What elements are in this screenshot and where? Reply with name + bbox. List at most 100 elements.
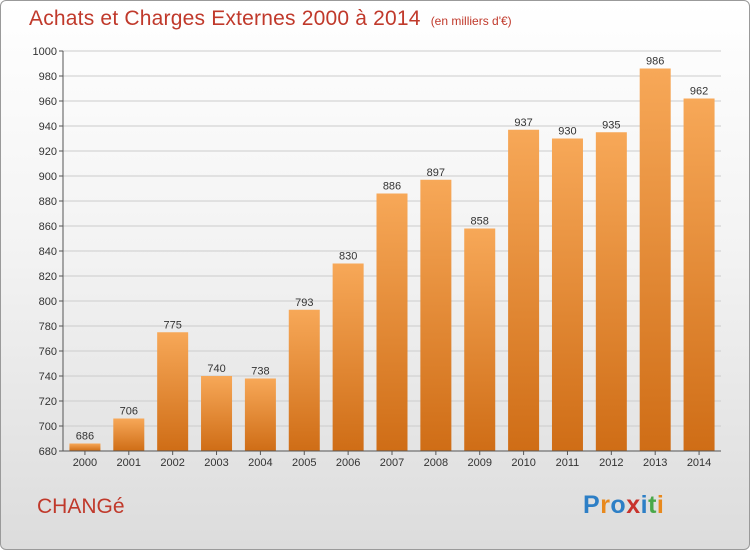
y-tick-label: 980 — [39, 71, 57, 83]
y-tick: 1000 — [33, 46, 63, 58]
y-tick: 880 — [39, 196, 63, 208]
data-label-2003: 740 — [207, 363, 225, 375]
data-label-2010: 937 — [514, 117, 532, 129]
bar-2011 — [551, 138, 583, 451]
data-label-2002: 775 — [163, 319, 181, 331]
chart-title: Achats et Charges Externes 2000 à 2014 — [29, 7, 421, 30]
y-tick: 860 — [39, 221, 63, 233]
x-tick: 2000 — [73, 451, 97, 469]
data-label-2006: 830 — [339, 251, 357, 263]
x-tick-label-2010: 2010 — [511, 457, 535, 469]
y-tick: 680 — [39, 446, 63, 458]
y-tick: 800 — [39, 296, 63, 308]
data-label-2014: 962 — [690, 86, 708, 98]
chart-unit-note: (en milliers d'€) — [430, 14, 512, 28]
x-tick: 2006 — [336, 451, 360, 469]
logo-letter: i — [640, 491, 649, 519]
x-tick-label-2000: 2000 — [73, 457, 97, 469]
x-tick-label-2005: 2005 — [292, 457, 316, 469]
y-tick: 840 — [39, 246, 63, 258]
data-label-2000: 686 — [76, 431, 94, 443]
y-tick: 940 — [39, 121, 63, 133]
y-tick: 780 — [39, 321, 63, 333]
proxiti-logo: Proxiti — [583, 491, 664, 520]
x-tick-label-2004: 2004 — [248, 457, 272, 469]
x-tick: 2013 — [643, 451, 667, 469]
y-tick: 980 — [39, 71, 63, 83]
y-tick: 760 — [39, 346, 63, 358]
data-label-2012: 935 — [602, 119, 620, 131]
y-tick: 960 — [39, 96, 63, 108]
data-labels: 686 706 775 740 738 793 830 886 897 858 937 930 935 9… — [76, 56, 708, 443]
data-label-2004: 738 — [251, 366, 269, 378]
y-tick-label: 880 — [39, 196, 57, 208]
logo-letter: P — [583, 491, 601, 519]
y-tick-label: 800 — [39, 296, 57, 308]
y-tick-label: 960 — [39, 96, 57, 108]
y-tick-label: 860 — [39, 221, 57, 233]
x-tick: 2002 — [160, 451, 185, 469]
x-tick-label-2008: 2008 — [424, 457, 448, 469]
logo-letter: r — [600, 491, 611, 519]
y-tick: 820 — [39, 271, 63, 283]
bar-2005 — [288, 309, 320, 451]
y-tick-label: 680 — [39, 446, 57, 458]
axes: 680 700 720 740 760 780 800 820 840 860 880 900 920 9… — [33, 46, 721, 469]
x-tick: 2001 — [117, 451, 141, 469]
x-tick: 2014 — [687, 451, 711, 469]
x-tick-label-2012: 2012 — [599, 457, 623, 469]
logo-letter: x — [626, 491, 641, 519]
x-tick: 2004 — [248, 451, 273, 469]
x-tick: 2010 — [511, 451, 536, 469]
y-tick: 920 — [39, 146, 63, 158]
bar-2000 — [69, 443, 101, 451]
data-label-2005: 793 — [295, 297, 313, 309]
data-label-2011: 930 — [558, 126, 576, 138]
bar-2012 — [595, 132, 627, 451]
bar-2002 — [157, 332, 189, 451]
x-tick-label-2013: 2013 — [643, 457, 667, 469]
bar-2001 — [113, 418, 145, 451]
y-tick-label: 840 — [39, 246, 57, 258]
y-tick-label: 780 — [39, 321, 57, 333]
x-tick: 2008 — [424, 451, 448, 469]
data-label-2007: 886 — [383, 181, 401, 193]
data-label-2013: 986 — [646, 56, 664, 68]
bar-2007 — [376, 193, 408, 451]
y-tick-label: 720 — [39, 396, 57, 408]
bar-2008 — [420, 179, 452, 451]
x-tick: 2007 — [380, 451, 404, 469]
bar-2010 — [508, 129, 540, 451]
x-tick-label-2001: 2001 — [117, 457, 141, 469]
y-tick-label: 700 — [39, 421, 57, 433]
y-tick-label: 900 — [39, 171, 57, 183]
commune-name: CHANGé — [37, 495, 125, 518]
y-tick-label: 920 — [39, 146, 57, 158]
bar-2004 — [244, 378, 276, 451]
bar-2003 — [201, 376, 233, 451]
y-tick-label: 740 — [39, 371, 57, 383]
y-tick-label: 760 — [39, 346, 57, 358]
bar-2009 — [464, 228, 496, 451]
y-tick-label: 820 — [39, 271, 57, 283]
x-tick: 2005 — [292, 451, 317, 469]
x-tick-label-2007: 2007 — [380, 457, 404, 469]
bar-2014 — [683, 98, 715, 451]
logo-letter: o — [610, 491, 627, 519]
bar-2013 — [639, 68, 671, 451]
bars — [69, 68, 715, 451]
y-tick: 740 — [39, 371, 63, 383]
bar-2006 — [332, 263, 364, 451]
x-tick-label-2011: 2011 — [556, 457, 580, 469]
y-tick: 720 — [39, 396, 63, 408]
x-tick-label-2014: 2014 — [687, 457, 711, 469]
data-label-2009: 858 — [471, 216, 489, 228]
x-tick: 2009 — [467, 451, 492, 469]
data-label-2008: 897 — [427, 167, 445, 179]
data-label-2001: 706 — [120, 406, 138, 418]
x-tick-label-2009: 2009 — [467, 457, 491, 469]
x-tick-label-2002: 2002 — [160, 457, 184, 469]
y-tick-label: 940 — [39, 121, 57, 133]
